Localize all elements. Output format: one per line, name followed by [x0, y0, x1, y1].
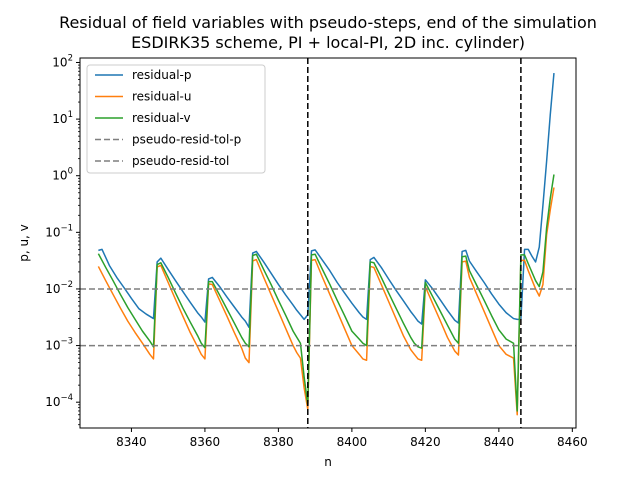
legend-label-pseudo-resid-tol-p: pseudo-resid-tol-p	[132, 133, 241, 147]
x-tick-label: 8400	[337, 435, 368, 449]
plot-frame	[79, 57, 577, 429]
x-tick-label: 8440	[484, 435, 515, 449]
legend-label-residual-v: residual-v	[132, 111, 191, 125]
chart-subtitle: ESDIRK35 scheme, PI + local-PI, 2D inc. …	[131, 33, 525, 52]
y-tick-label: 100	[52, 167, 73, 183]
x-tick-label: 8360	[190, 435, 221, 449]
x-tick-label: 8420	[410, 435, 441, 449]
y-axis-ticks: 10−4 10−3 10−2 10−1 100 101 102	[45, 53, 80, 426]
legend-label-residual-p: residual-p	[132, 68, 192, 82]
legend-box	[86, 64, 266, 174]
legend-label-residual-u: residual-u	[132, 90, 191, 104]
x-axis-ticks: 8340 8360 8380 8400 8420 8440 8460	[116, 428, 588, 449]
y-tick-label: 102	[52, 53, 73, 69]
y-tick-label: 10−4	[45, 393, 73, 409]
series-residual-p	[98, 73, 555, 329]
x-tick-label: 8460	[557, 435, 588, 449]
series-residual-u	[97, 187, 555, 416]
legend: residual-p residual-u residual-v pseudo-res…	[86, 64, 266, 174]
x-tick-label: 8340	[116, 435, 147, 449]
y-tick-label: 10−1	[45, 223, 73, 239]
y-tick-label: 10−3	[45, 337, 73, 353]
series-residual-v	[97, 174, 555, 412]
y-tick-label: 101	[52, 110, 73, 126]
y-axis-label: p, u, v	[17, 224, 31, 262]
y-tick-label: 10−2	[45, 280, 73, 296]
x-axis-label: n	[324, 455, 332, 469]
chart-title: Residual of field variables with pseudo-…	[59, 13, 597, 32]
x-tick-label: 8380	[263, 435, 294, 449]
legend-label-pseudo-resid-tol: pseudo-resid-tol	[132, 154, 229, 168]
plot-lines	[80, 58, 576, 428]
